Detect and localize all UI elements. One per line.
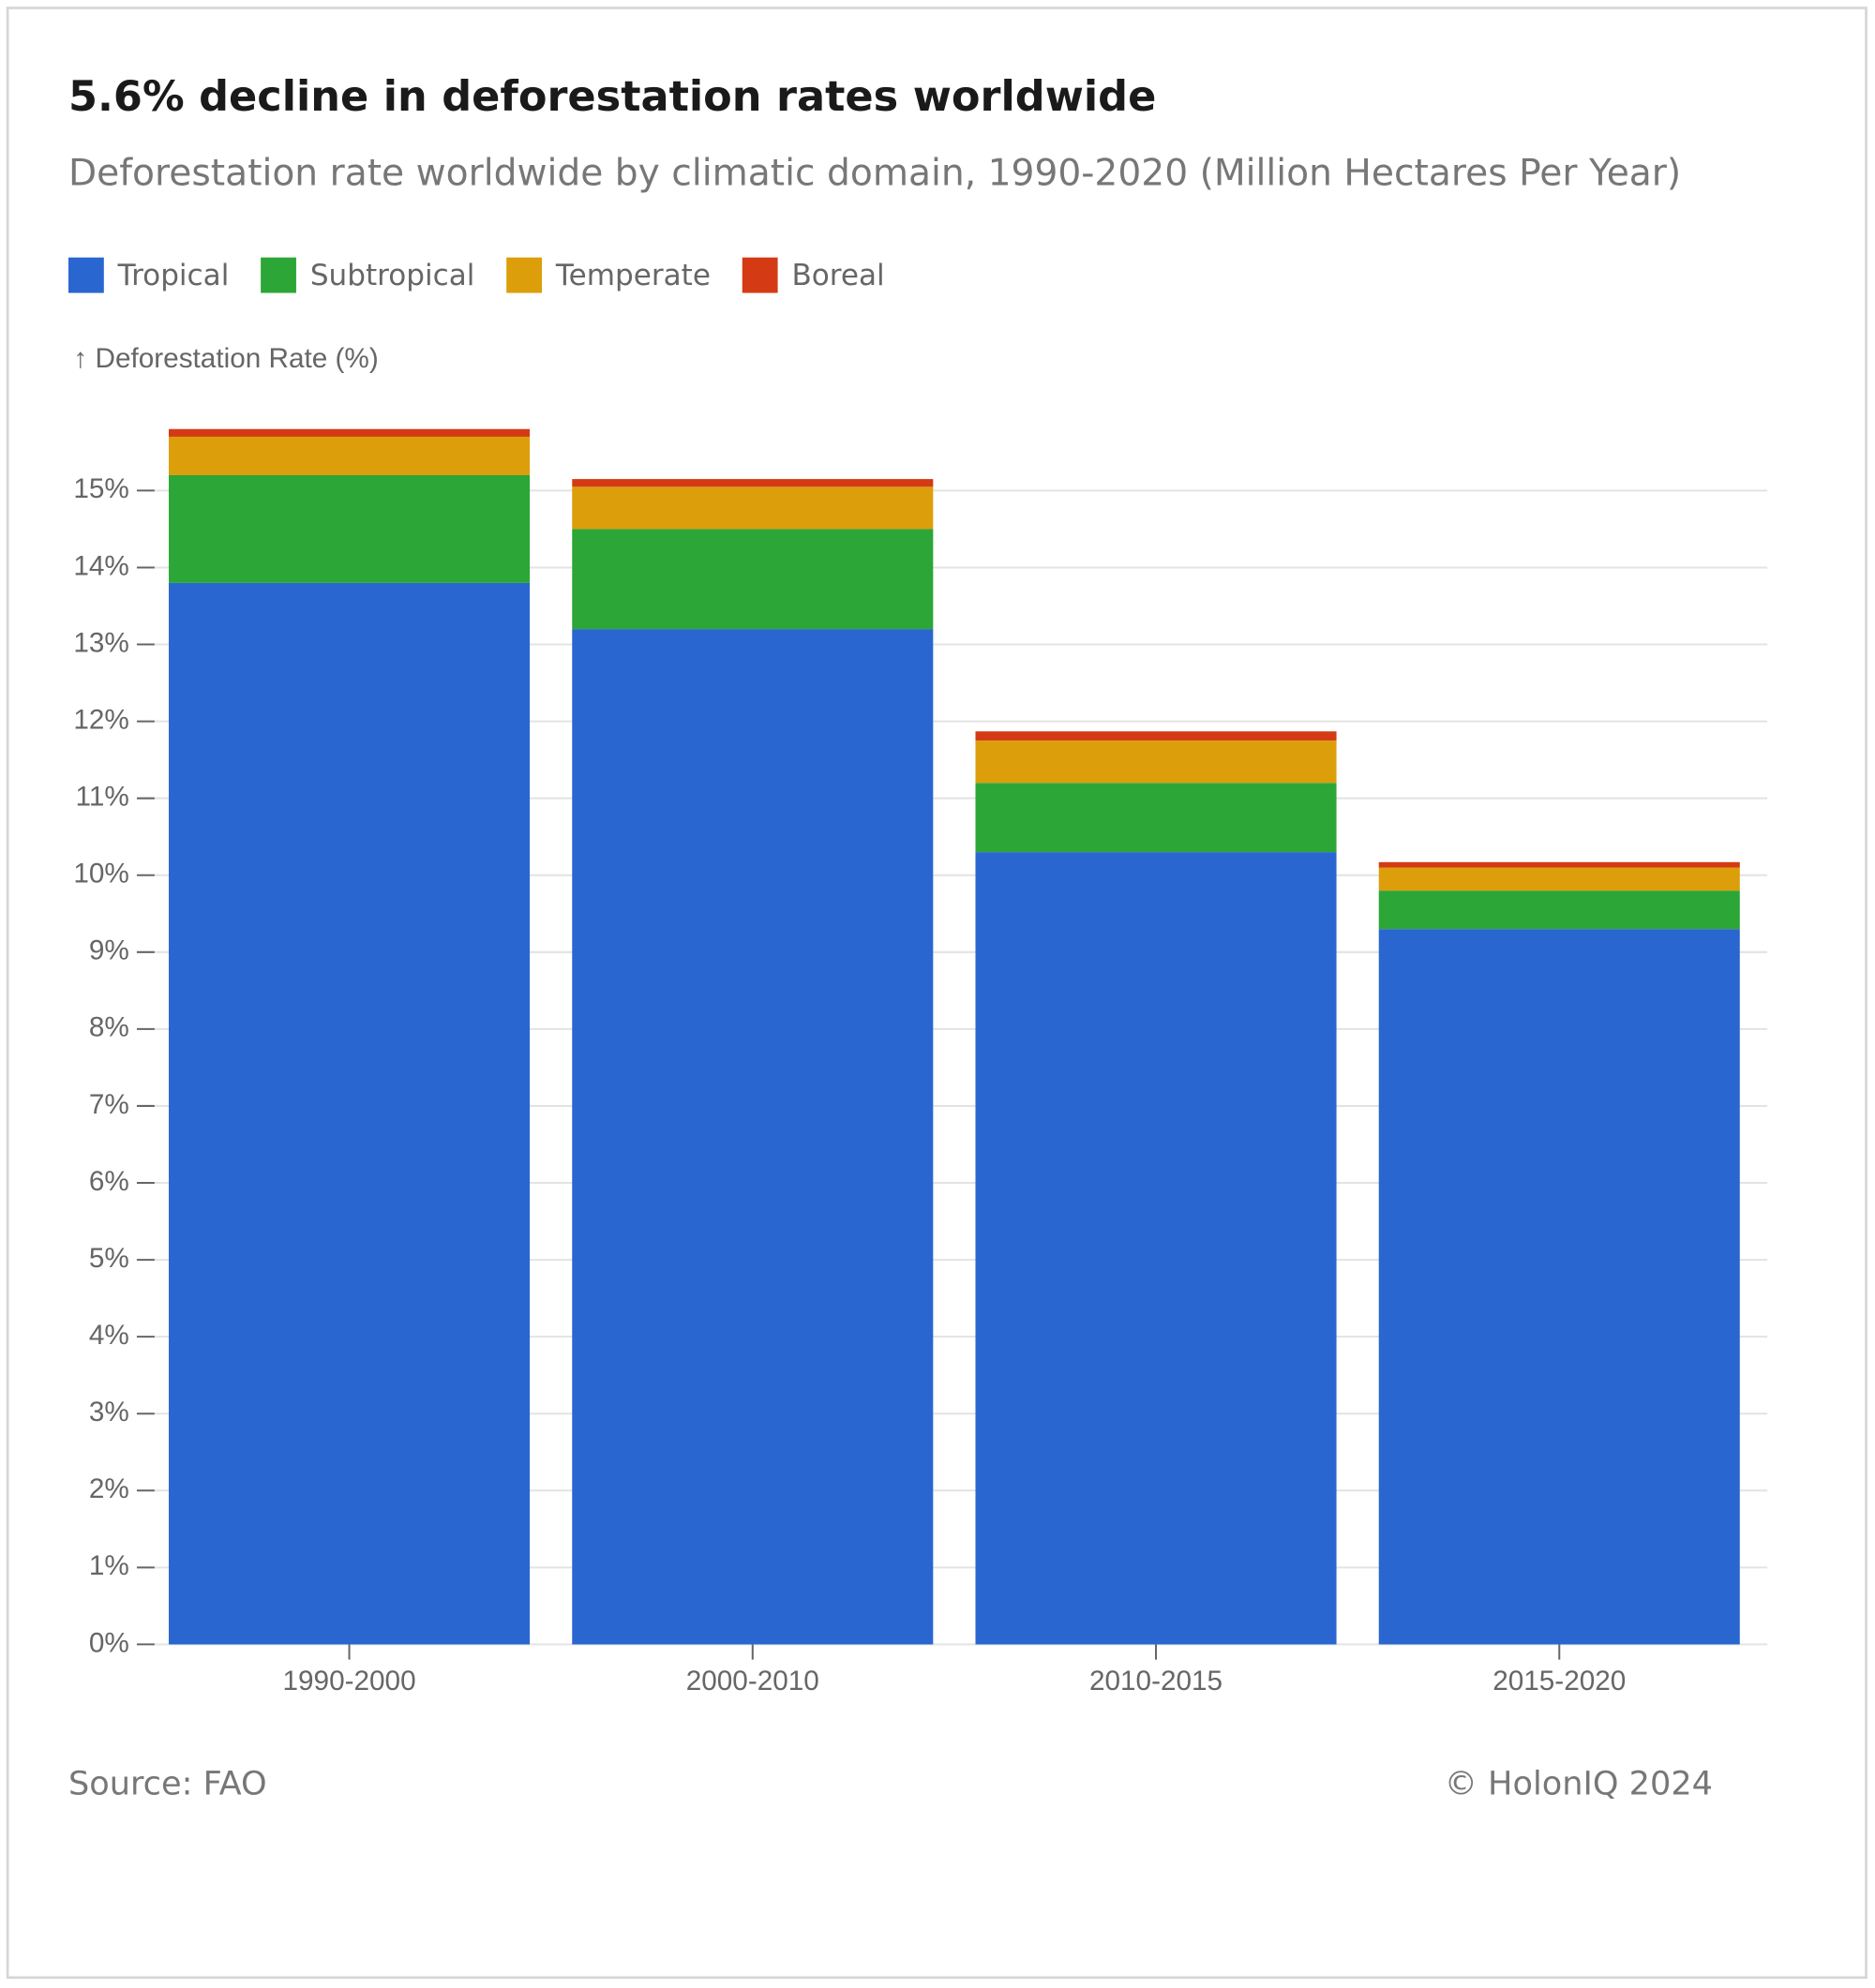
y-tick-label: 12% — [73, 704, 128, 735]
bar-segment — [169, 582, 531, 1645]
y-tick-label: 10% — [73, 859, 128, 889]
y-tick-label: 7% — [89, 1089, 129, 1120]
chart-subtitle: Deforestation rate worldwide by climatic… — [68, 152, 1681, 194]
credit: © HolonIQ 2024 — [1445, 1764, 1713, 1802]
y-tick-label: 15% — [73, 473, 128, 504]
y-axis-label: ↑ Deforestation Rate (%) — [73, 343, 378, 374]
x-tick-label: 1990-2000 — [282, 1666, 415, 1697]
y-tick-label: 9% — [89, 935, 129, 966]
x-tick-label: 2000-2010 — [686, 1666, 819, 1697]
legend: Tropical Subtropical Temperate Boreal — [68, 257, 885, 293]
bar-segment — [975, 740, 1337, 784]
source: Source: FAO — [68, 1764, 267, 1802]
legend-swatch — [261, 257, 296, 293]
chart-title: 5.6% decline in deforestation rates worl… — [68, 72, 1156, 121]
x-tick-label: 2010-2015 — [1089, 1666, 1222, 1697]
bar-segment — [975, 731, 1337, 741]
legend-label: Subtropical — [310, 259, 475, 292]
y-tick-label: 3% — [89, 1397, 129, 1427]
bar-segment — [169, 474, 531, 583]
y-tick-label: 14% — [73, 550, 128, 581]
bar-segment — [975, 783, 1337, 853]
y-tick-label: 1% — [89, 1550, 129, 1581]
bar-segment — [572, 629, 934, 1645]
bar-segment — [1378, 890, 1740, 930]
y-tick-label: 4% — [89, 1320, 129, 1351]
legend-swatch — [68, 257, 104, 293]
y-tick-label: 2% — [89, 1473, 129, 1504]
bar-segment — [572, 479, 934, 487]
legend-swatch — [742, 257, 778, 293]
bar-segment — [1378, 861, 1740, 868]
legend-label: Tropical — [117, 259, 230, 292]
bar-segment — [975, 852, 1337, 1645]
bar-segment — [1378, 929, 1740, 1645]
bar-segment — [169, 436, 531, 475]
y-tick-label: 8% — [89, 1012, 129, 1043]
y-tick-label: 5% — [89, 1243, 129, 1274]
y-tick-label: 11% — [76, 782, 129, 813]
x-tick-label: 2015-2020 — [1492, 1666, 1626, 1697]
legend-swatch — [506, 257, 543, 293]
bar-segment — [572, 529, 934, 630]
legend-label: Temperate — [555, 259, 711, 292]
legend-label: Boreal — [791, 259, 884, 292]
y-tick-label: 13% — [73, 627, 128, 658]
bar-segment — [169, 428, 531, 437]
y-tick-label: 0% — [89, 1627, 129, 1658]
y-tick-label: 6% — [89, 1166, 129, 1197]
bar-segment — [1378, 867, 1740, 891]
bar-segment — [572, 486, 934, 530]
